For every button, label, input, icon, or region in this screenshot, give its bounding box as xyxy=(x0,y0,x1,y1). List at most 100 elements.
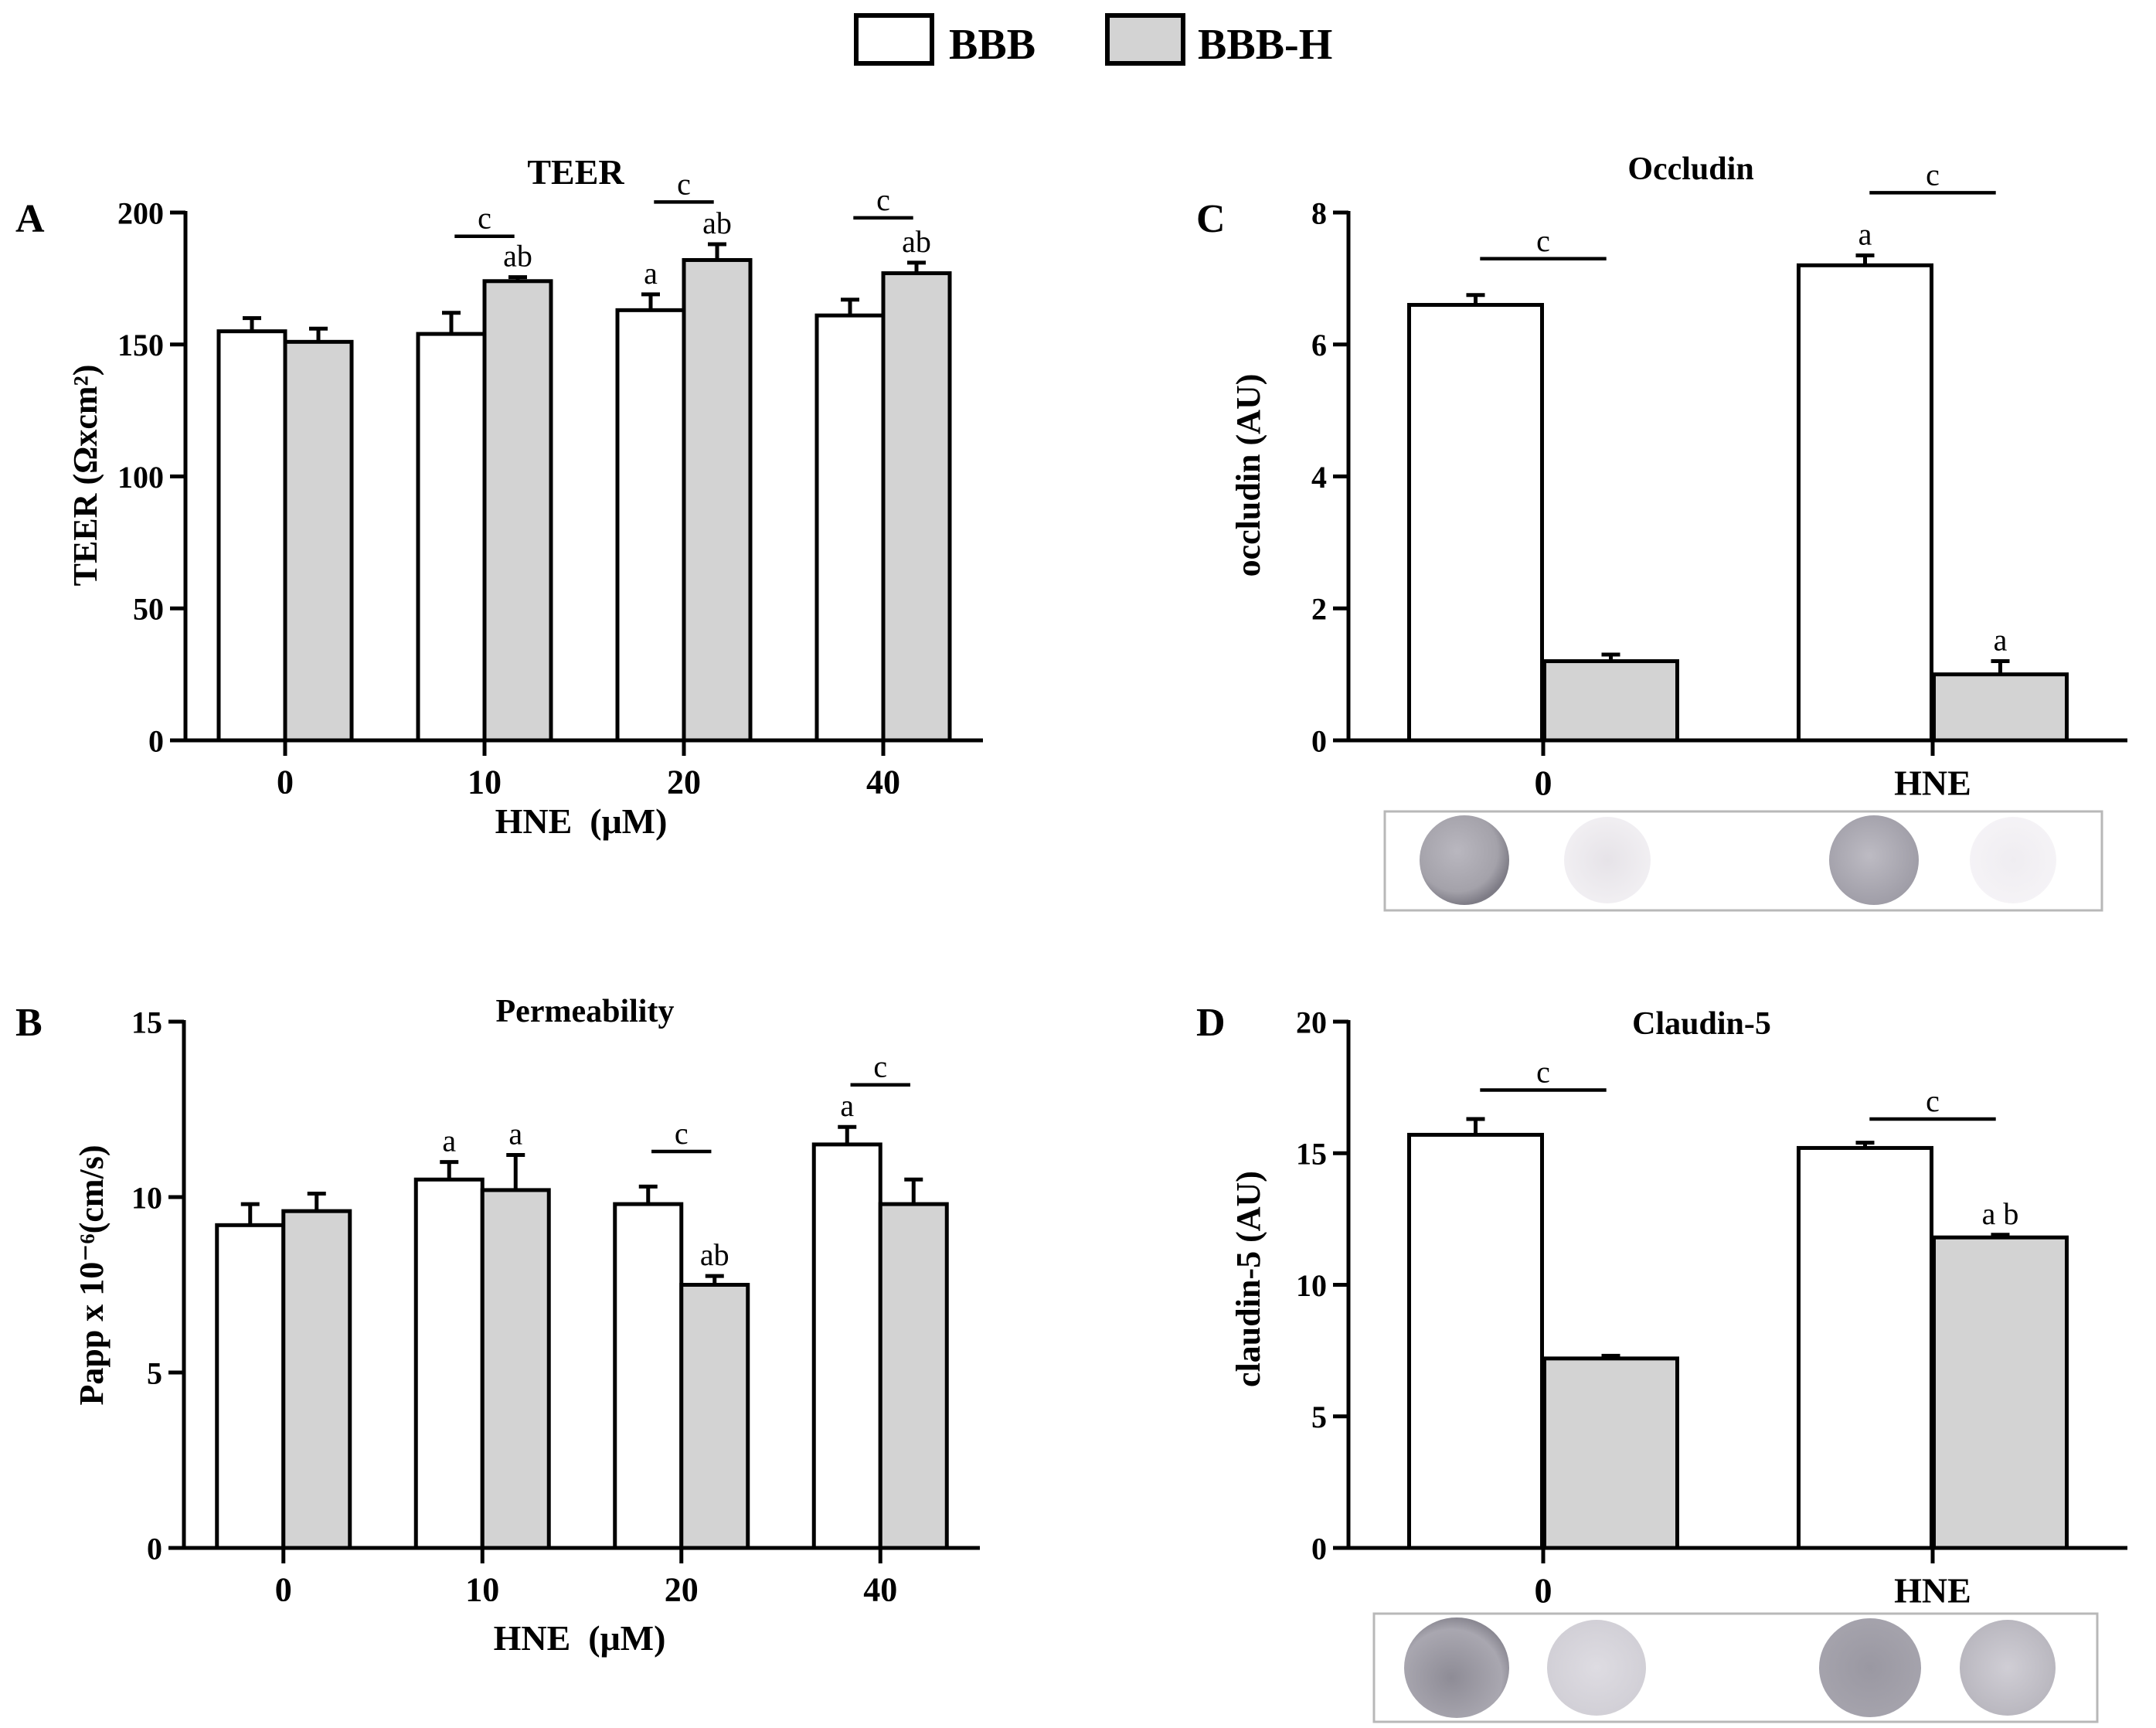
y-tick-label-d-10: 10 xyxy=(1296,1268,1327,1303)
y-axis-label-a: TEER (Ωxcm²) xyxy=(66,365,104,587)
y-axis-label-c: occludin (AU) xyxy=(1229,374,1267,577)
significance-label-a-20: c xyxy=(677,166,691,201)
significance-label-b-20: c xyxy=(675,1116,689,1151)
x-tick-label-b-20: 20 xyxy=(665,1570,699,1608)
bar-annotation-b-40-bbb: a xyxy=(840,1088,854,1123)
chart-title-b: Permeability xyxy=(496,994,675,1029)
y-tick-label-c-2: 2 xyxy=(1311,592,1327,627)
significance-label-a-40: c xyxy=(876,182,890,217)
y-tick-label-c-4: 4 xyxy=(1311,460,1327,495)
panel-c: C Occludin occludin (AU) 0 2 4 6 8 0 HNE a a c c xyxy=(1196,151,2127,912)
bar-c-0-bbb-h xyxy=(1542,659,1679,743)
bar-annotation-b-10-bbb-h: a xyxy=(508,1117,522,1151)
panel-letter-a: A xyxy=(15,197,45,241)
y-tick-label-d-5: 5 xyxy=(1311,1400,1327,1434)
chart-title-a: TEER xyxy=(527,152,624,192)
y-tick-label-a-100: 100 xyxy=(117,460,164,495)
x-axis-label-a: HNE (μM) xyxy=(495,801,668,841)
y-axis-label-d: claudin-5 (AU) xyxy=(1229,1171,1267,1387)
panel-letter-b: B xyxy=(15,1001,43,1045)
x-tick-label-c-hne: HNE xyxy=(1894,764,1971,803)
significance-label-b-40: c xyxy=(873,1049,887,1084)
bar-annotation-a-10-bbb-h: ab xyxy=(503,239,532,274)
panel-d: D Claudin-5 claudin-5 (AU) 0 5 10 15 20 0 HNE a… xyxy=(1196,1001,2127,1723)
bar-annotation-a-20-bbb-h: ab xyxy=(702,206,732,240)
x-tick-label-a-10: 10 xyxy=(468,763,502,801)
bar-a-10-bbb xyxy=(416,332,487,743)
y-tick-label-a-150: 150 xyxy=(117,328,164,362)
blot-spot-0-bbb xyxy=(1420,815,1509,905)
bar-b-40-bbb-h xyxy=(878,1202,949,1550)
bar-b-10-bbb-h xyxy=(480,1188,551,1550)
legend-swatch-bbb-h xyxy=(1105,13,1185,66)
plot-area-c: 0 2 4 6 8 0 HNE a a c c xyxy=(1311,157,2127,803)
significance-label-a-10: c xyxy=(478,201,491,236)
bar-d-hne-bbb-h xyxy=(1932,1235,2069,1550)
bar-annotation-c-hne-bbb: a xyxy=(1858,216,1872,251)
y-tick-label-b-15: 15 xyxy=(131,1005,162,1039)
y-tick-label-d-15: 15 xyxy=(1296,1137,1327,1172)
y-tick-label-a-50: 50 xyxy=(133,592,164,627)
blot-spot-hne-bbb-h xyxy=(1970,817,2056,903)
bar-a-10-bbb-h xyxy=(482,279,553,743)
dot-blot-occludin xyxy=(1383,810,2103,912)
panel-a: A TEER TEER (Ωxcm²) HNE (μM) 05010015020… xyxy=(15,152,983,841)
x-tick-label-a-0: 0 xyxy=(277,763,294,801)
bar-annotation-a-20-bbb: a xyxy=(644,256,658,291)
y-tick-label-c-6: 6 xyxy=(1311,328,1327,362)
bar-annotation-d-hne-bbb-h: a b xyxy=(1982,1196,2019,1231)
y-tick-label-a-0: 0 xyxy=(148,723,164,758)
bar-a-40-bbb xyxy=(814,313,886,743)
bar-a-0-bbb-h xyxy=(283,339,354,743)
legend-label-bbb: BBB xyxy=(949,21,1035,69)
bar-b-10-bbb xyxy=(413,1177,485,1550)
x-tick-label-d-0: 0 xyxy=(1535,1571,1552,1611)
bar-b-20-bbb xyxy=(613,1202,684,1550)
y-tick-label-d-0: 0 xyxy=(1311,1531,1327,1566)
x-tick-label-b-0: 0 xyxy=(275,1570,292,1608)
y-axis-label-b: Papp x 10⁻⁶(cm/s) xyxy=(73,1145,111,1405)
legend-label-bbb-h: BBB-H xyxy=(1198,21,1332,69)
y-tick-label-c-8: 8 xyxy=(1311,196,1327,230)
bar-a-40-bbb-h xyxy=(881,271,952,743)
chart-title-d: Claudin-5 xyxy=(1632,1006,1771,1042)
bar-b-20-bbb-h xyxy=(679,1283,750,1550)
y-tick-label-a-200: 200 xyxy=(117,196,164,230)
bar-annotation-b-20-bbb-h: ab xyxy=(700,1237,729,1272)
panel-b: B Permeability Papp x 10⁻⁶(cm/s) HNE (μM… xyxy=(15,994,980,1658)
panel-letter-c: C xyxy=(1196,197,1226,241)
significance-label-c-0: c xyxy=(1536,223,1550,258)
blot-spot-hne-bbb-h xyxy=(1960,1620,2056,1716)
x-tick-label-c-0: 0 xyxy=(1535,764,1552,803)
blot-spot-0-bbb-h xyxy=(1564,817,1651,903)
chart-title-c: Occludin xyxy=(1627,151,1753,187)
legend-swatch-bbb xyxy=(854,13,934,66)
y-tick-label-b-0: 0 xyxy=(147,1531,162,1566)
y-tick-label-c-0: 0 xyxy=(1311,723,1327,758)
bar-b-40-bbb xyxy=(811,1142,882,1550)
blot-spot-hne-bbb xyxy=(1819,1618,1921,1717)
blot-spot-0-bbb xyxy=(1404,1617,1509,1718)
x-tick-label-b-10: 10 xyxy=(465,1570,499,1608)
bar-annotation-b-10-bbb: a xyxy=(442,1124,456,1158)
x-tick-label-a-40: 40 xyxy=(866,763,900,801)
bar-annotation-c-hne-bbb-h: a xyxy=(1994,623,2008,658)
bar-b-0-bbb-h xyxy=(281,1209,352,1550)
bar-c-0-bbb xyxy=(1407,303,1544,743)
x-tick-label-a-20: 20 xyxy=(667,763,701,801)
legend: BBB BBB-H xyxy=(854,13,1332,69)
bar-d-0-bbb xyxy=(1407,1132,1544,1550)
bar-annotation-a-40-bbb-h: ab xyxy=(902,224,931,259)
plot-area-d: 0 5 10 15 20 0 HNE a b c c xyxy=(1296,1005,2127,1611)
bar-d-0-bbb-h xyxy=(1542,1356,1679,1550)
y-tick-label-b-10: 10 xyxy=(131,1180,162,1215)
bar-a-20-bbb xyxy=(615,308,686,743)
bar-c-hne-bbb-h xyxy=(1932,672,2069,743)
bar-d-hne-bbb xyxy=(1797,1145,1933,1550)
x-tick-label-d-hne: HNE xyxy=(1894,1571,1971,1611)
significance-label-c-hne: c xyxy=(1926,157,1940,192)
y-tick-label-b-5: 5 xyxy=(147,1356,162,1390)
panel-letter-d: D xyxy=(1196,1001,1226,1045)
